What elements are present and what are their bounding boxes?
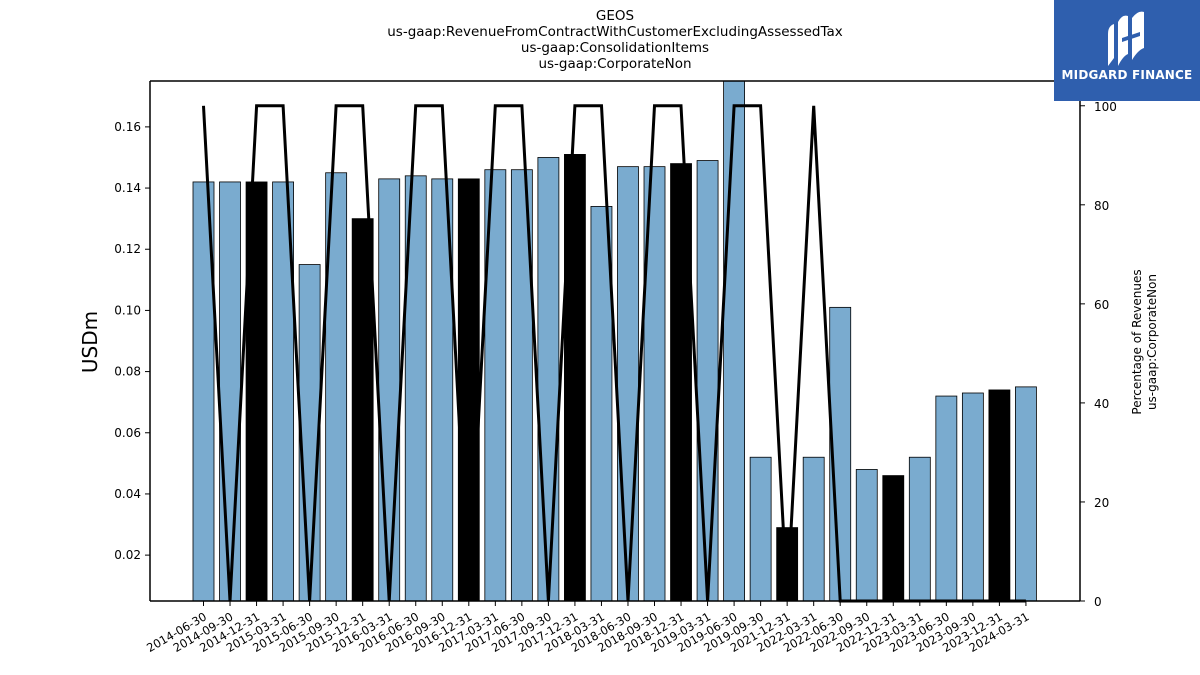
y-tick-label: 0.12 [114, 242, 141, 256]
y-tick-label: 0.06 [114, 426, 141, 440]
x-axis-ticks: 2014-06-302014-09-302014-12-312015-03-31… [144, 601, 1031, 655]
bar [802, 456, 825, 602]
bar [298, 264, 321, 602]
y-tick-label: 0.04 [114, 487, 141, 501]
y2-tick-label: 0 [1094, 595, 1102, 609]
y2-tick-label: 40 [1094, 397, 1109, 411]
bar [617, 166, 639, 602]
logo-text: MIDGARD FINANCE [1061, 68, 1193, 82]
bar [696, 160, 719, 602]
bar [882, 475, 905, 602]
bar [219, 181, 241, 602]
chart-title-line: GEOS [596, 8, 634, 24]
right-y-axis-label-line: Percentage of Revenues [1130, 269, 1144, 414]
bar [378, 178, 401, 602]
y-tick-label: 0.08 [114, 365, 141, 379]
bar [537, 157, 560, 602]
y2-tick-label: 100 [1094, 100, 1117, 114]
bar [855, 469, 878, 602]
y2-tick-label: 20 [1094, 496, 1109, 510]
midgard-finance-logo: MIDGARD FINANCE [1054, 0, 1200, 101]
bar [723, 80, 745, 602]
bar [457, 178, 480, 602]
bar [988, 389, 1011, 602]
right-y-axis-ticks: 0 20 40 60 80 100 [1080, 100, 1117, 609]
right-y-axis-label: Percentage of Revenues us-gaap:CorporateN… [1130, 269, 1159, 414]
chart-title-line: us-gaap:RevenueFromContractWithCustomerE… [387, 24, 843, 40]
chart-title-line: us-gaap:ConsolidationItems [521, 40, 709, 56]
y-tick-label: 0.14 [114, 181, 141, 195]
right-y-axis-label-line: us-gaap:CorporateNon [1145, 274, 1159, 410]
left-y-axis-ticks: 0.02 0.04 0.06 0.08 0.10 0.12 0.14 0.16 [114, 120, 150, 562]
logo-mark-icon [1108, 11, 1144, 67]
y2-tick-label: 60 [1094, 298, 1109, 312]
y2-tick-label: 80 [1094, 199, 1109, 213]
y-axis-label: USDm [78, 311, 102, 373]
bar [935, 395, 958, 602]
bar [749, 456, 772, 602]
bar [908, 456, 931, 602]
y-tick-label: 0.16 [114, 120, 141, 134]
chart-title-line: us-gaap:CorporateNon [538, 56, 691, 72]
chart-title: GEOSus-gaap:RevenueFromContractWithCusto… [387, 8, 843, 72]
bar [1015, 386, 1037, 602]
y-tick-label: 0.10 [114, 303, 141, 317]
y-tick-label: 0.02 [114, 548, 141, 562]
bar [961, 392, 984, 602]
axes [149, 80, 1081, 602]
bar [351, 218, 374, 602]
